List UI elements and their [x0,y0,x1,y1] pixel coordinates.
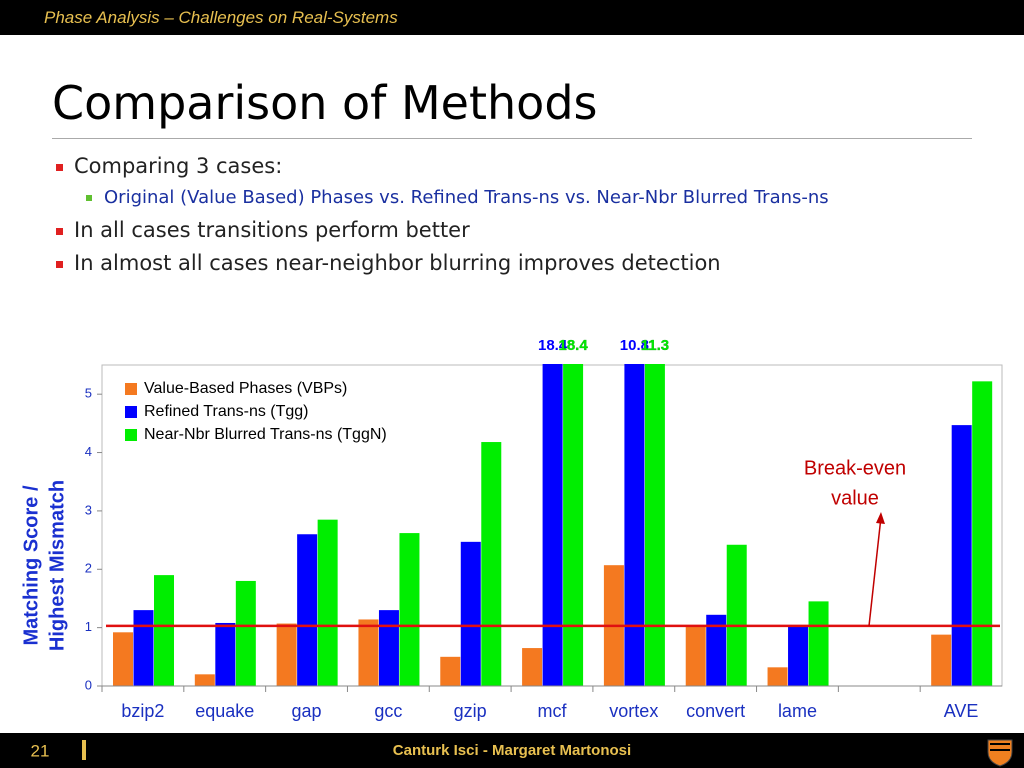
y-tick-label: 3 [85,502,92,517]
bar [788,626,809,686]
bar [399,533,420,686]
legend-swatch [125,383,137,395]
legend-swatch [125,429,137,441]
bar [563,364,584,686]
value-label: 18.4 [558,337,588,354]
value-label: 11.3 [641,337,669,354]
y-tick-label: 2 [85,561,92,576]
y-axis-label: Matching Score / [20,485,42,645]
x-tick-label: bzip2 [121,701,164,721]
x-tick-label: gzip [454,701,487,721]
legend-swatch [125,406,137,418]
bar [481,442,502,686]
title-rule [52,138,972,139]
bar [378,610,399,686]
y-tick-label: 0 [85,677,92,692]
bar [317,519,338,686]
y-tick-label: 1 [85,619,92,634]
bar [808,601,829,686]
header-bar: Phase Analysis – Challenges on Real-Syst… [0,0,1024,35]
header-text: Phase Analysis – Challenges on Real-Syst… [44,8,398,27]
annotation: Break-even [804,457,906,479]
annotation-arrow [868,516,882,627]
bar [706,614,727,686]
bar [113,632,133,686]
annotation: value [831,487,879,509]
bar [767,667,788,686]
y-tick-label: 5 [85,386,92,401]
bar [685,626,706,686]
logo [987,739,1013,767]
legend-label: Near-Nbr Blurred Trans-ns (TggN) [144,426,387,443]
bar [951,425,972,686]
slide-title: Comparison of Methods [52,76,598,130]
page-number: 21 [31,741,50,760]
bar [644,364,665,687]
bullet-list: Comparing 3 cases: Original (Value Based)… [56,154,956,284]
bar [931,634,952,686]
y-tick-label: 4 [85,444,92,459]
y-axis-label: Highest Mismatch [46,480,68,651]
bars [113,364,993,687]
bar [972,381,993,686]
bullet: In almost all cases near-neighbor blurri… [56,251,956,275]
bar [542,364,563,686]
footer-authors: Canturk Isci - Margaret Martonosi [393,742,631,759]
bar [235,580,256,686]
bar [624,364,645,686]
legend-label: Value-Based Phases (VBPs) [144,380,347,397]
bar [440,656,461,686]
bullet: In all cases transitions perform better [56,218,956,242]
x-tick-label: equake [195,701,254,721]
value-label: 18.4 [538,337,568,354]
bar [154,575,174,686]
x-tick-label: mcf [538,701,568,721]
bar [215,622,236,686]
bar [297,534,318,686]
bar [726,544,747,686]
annotation-arrowhead [876,512,885,524]
footer-divider [82,740,86,760]
x-tick-label: convert [686,701,745,721]
bar [133,610,154,686]
bar [194,674,215,686]
x-tick-label: lame [778,701,817,721]
bar [460,541,481,686]
legend-label: Refined Trans-ns (Tgg) [144,403,309,420]
bar [276,623,297,686]
bar [358,619,379,686]
footer-bar [0,733,1024,768]
x-tick-label: AVE [944,701,979,721]
bullet: Comparing 3 cases: [56,154,956,178]
bullet: Original (Value Based) Phases vs. Refine… [86,187,956,208]
x-tick-label: gap [292,701,322,721]
x-tick-label: vortex [609,701,658,721]
value-label: 10.8 [620,337,649,354]
bar [522,648,543,686]
x-tick-label: gcc [374,701,402,721]
